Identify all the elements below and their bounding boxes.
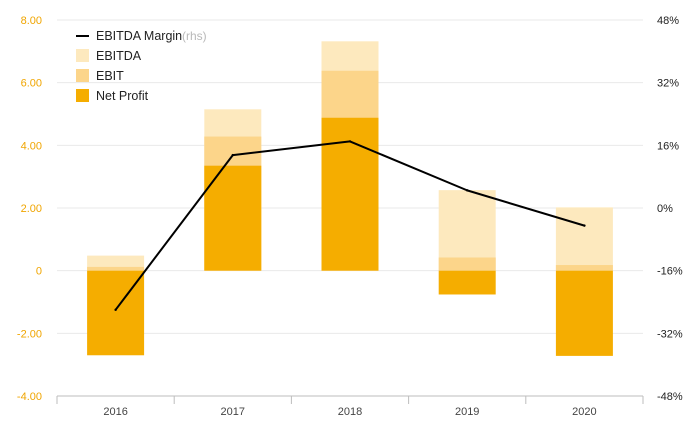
y-left-tick-label: 0	[36, 266, 42, 278]
x-axis: 2016 2017 2018 2019 2020	[56, 395, 644, 418]
line-point	[114, 308, 117, 312]
legend-label-ebitda: EBITDA	[96, 49, 142, 63]
y-left-tick-label: -2.00	[17, 328, 42, 340]
legend-label-ebitda-margin: EBITDA Margin	[96, 29, 182, 43]
legend-label-ebit: EBIT	[96, 69, 124, 83]
legend-item-ebitda: EBITDA	[76, 49, 142, 63]
y-left-tick-label: -4.00	[17, 391, 42, 403]
bar-net-profit	[438, 270, 496, 295]
y-right-tick-label: -48%	[657, 391, 683, 403]
x-tick-label: 2017	[221, 406, 245, 418]
bar-net-profit	[204, 165, 262, 271]
x-tick-label: 2016	[103, 406, 127, 418]
x-tick-label: 2019	[455, 406, 479, 418]
legend: EBITDA Margin (rhs) EBITDA EBIT Net Prof…	[76, 29, 207, 103]
legend-swatch-ebit	[76, 69, 89, 82]
y-axis-right: 48% 32% 16% 0% -16% -32% -48%	[657, 15, 683, 403]
legend-item-ebit: EBIT	[76, 69, 124, 83]
y-left-tick-label: 4.00	[21, 140, 42, 152]
y-left-tick-label: 8.00	[21, 15, 42, 27]
x-tick-label: 2018	[338, 406, 362, 418]
bars	[87, 41, 613, 356]
legend-label-rhs: (rhs)	[182, 29, 207, 43]
bar-ebit	[555, 265, 613, 271]
y-right-tick-label: -16%	[657, 266, 683, 278]
bar-ebitda	[87, 255, 145, 271]
legend-label-net-profit: Net Profit	[96, 89, 149, 103]
y-left-tick-label: 2.00	[21, 203, 42, 215]
y-right-tick-label: 32%	[657, 78, 679, 90]
line-point	[466, 189, 469, 192]
y-right-tick-label: 48%	[657, 15, 679, 27]
legend-item-net-profit: Net Profit	[76, 89, 149, 103]
legend-item-ebitda-margin: EBITDA Margin (rhs)	[76, 29, 207, 43]
line-point	[231, 153, 234, 157]
bar-ebit	[438, 257, 496, 271]
y-left-tick-label: 6.00	[21, 78, 42, 90]
y-right-tick-label: 0%	[657, 203, 673, 215]
bar-net-profit	[555, 270, 613, 356]
x-tick-label: 2020	[572, 406, 596, 418]
legend-swatch-net-profit	[76, 89, 89, 102]
y-axis-left: 8.00 6.00 4.00 2.00 0 -2.00 -4.00	[17, 15, 42, 403]
line-point	[348, 140, 352, 143]
y-right-tick-label: -32%	[657, 328, 683, 340]
y-right-tick-label: 16%	[657, 140, 679, 152]
margin-line	[114, 140, 586, 312]
bar-ebitda	[438, 190, 496, 271]
bar-ebitda	[555, 207, 613, 271]
legend-swatch-ebitda	[76, 49, 89, 62]
bar-ebit	[87, 266, 145, 271]
line-point	[583, 224, 586, 227]
